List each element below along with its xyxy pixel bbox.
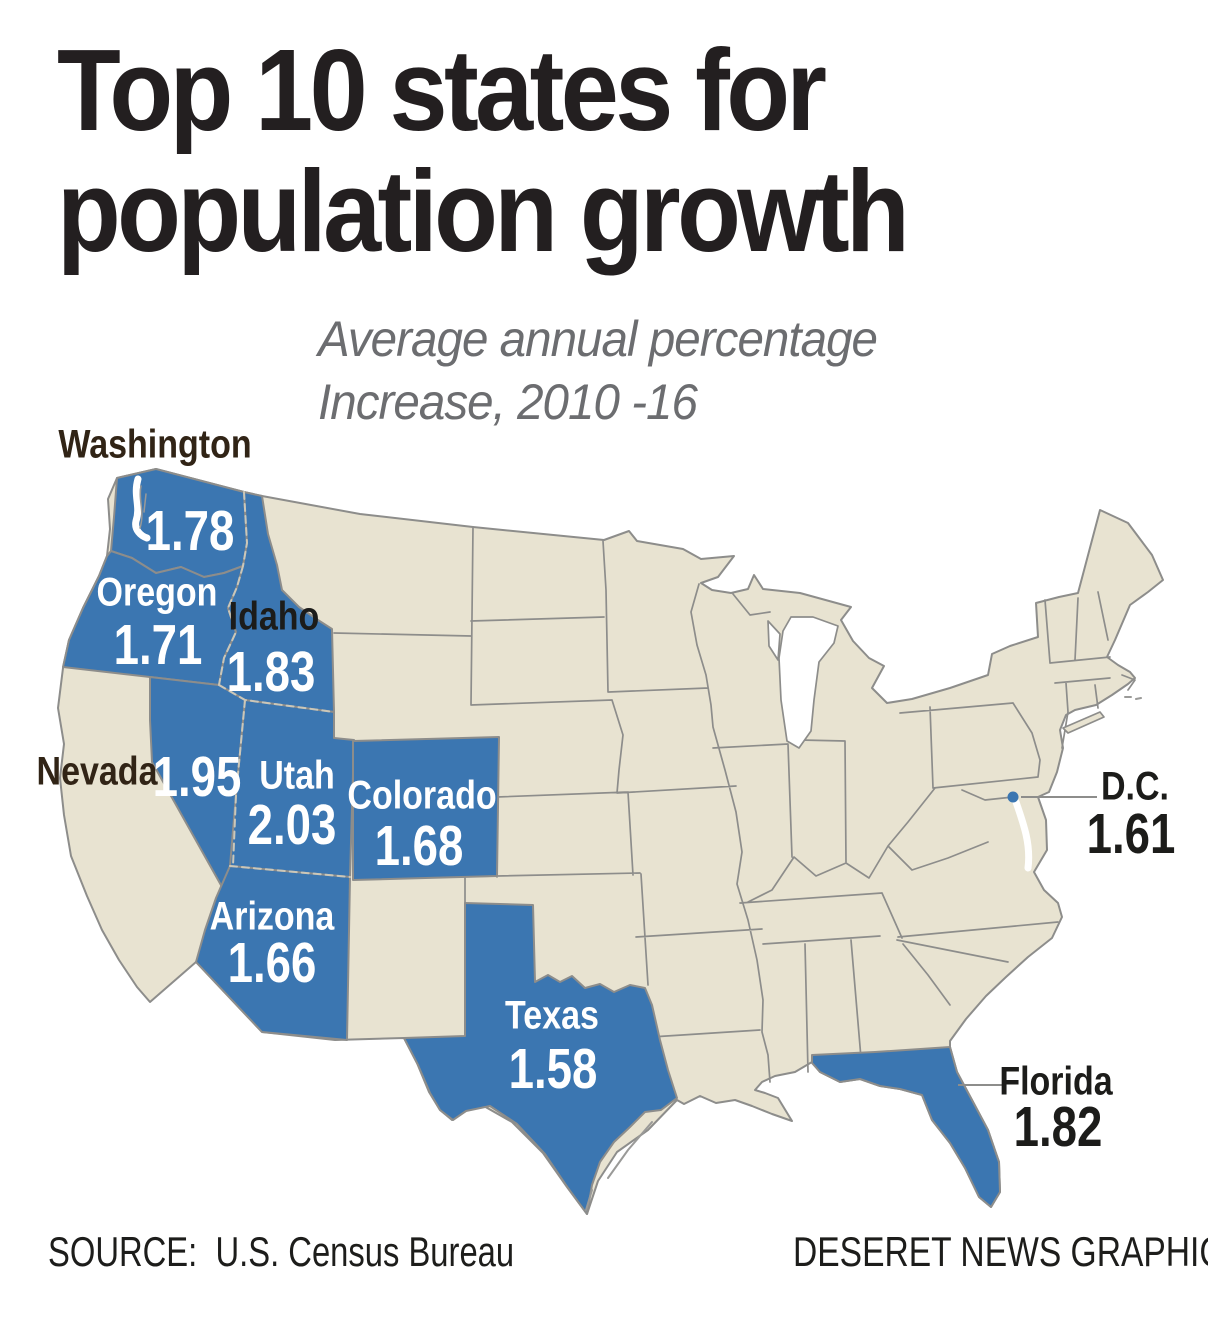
puget-sound-islands bbox=[139, 485, 147, 529]
state-shape-colorado bbox=[352, 736, 500, 881]
title-line-2: population growth bbox=[57, 146, 910, 276]
subtitle-line-2: Increase, 2010 -16 bbox=[318, 374, 698, 430]
barrier-islands bbox=[585, 696, 1142, 1211]
state-value-washington: 1.78 bbox=[145, 499, 235, 563]
state-label-washington: Washington bbox=[58, 422, 252, 467]
state-label-texas: Texas bbox=[505, 993, 599, 1038]
state-label-florida: Florida bbox=[999, 1059, 1113, 1104]
state-value-arizona: 1.66 bbox=[227, 931, 317, 995]
subtitle-line-1: Average annual percentage bbox=[318, 311, 878, 367]
state-label-dc: D.C. bbox=[1101, 764, 1169, 809]
state-label-oregon: Oregon bbox=[96, 570, 218, 615]
credit-line: DESERET NEWS GRAPHIC bbox=[793, 1228, 1208, 1275]
state-value-texas: 1.58 bbox=[508, 1037, 598, 1101]
source-label: SOURCE: bbox=[48, 1228, 198, 1275]
dashed-borders bbox=[218, 491, 351, 878]
state-shape-texas bbox=[403, 902, 678, 1215]
page-subtitle: Average annual percentage Increase, 2010… bbox=[318, 308, 878, 434]
highlighted-states bbox=[62, 468, 1001, 1215]
state-shape-florida bbox=[811, 1046, 1001, 1208]
state-value-dc: 1.61 bbox=[1086, 802, 1176, 866]
long-island bbox=[1062, 711, 1105, 734]
state-shape-arizona bbox=[195, 865, 351, 1041]
lake-michigan bbox=[767, 616, 839, 749]
state-label-utah: Utah bbox=[259, 753, 335, 798]
title-line-1: Top 10 states for bbox=[57, 25, 827, 155]
page-title: Top 10 states for population growth bbox=[57, 25, 910, 276]
state-label-colorado: Colorado bbox=[347, 773, 497, 818]
state-value-oregon: 1.71 bbox=[113, 613, 203, 677]
dc-marker-dot bbox=[1007, 791, 1019, 803]
state-value-idaho: 1.83 bbox=[226, 640, 316, 704]
puget-sound-water bbox=[132, 475, 1033, 872]
state-value-utah: 2.03 bbox=[247, 793, 337, 857]
state-label-idaho: Idaho bbox=[228, 594, 320, 639]
state-label-arizona: Arizona bbox=[209, 894, 335, 939]
state-label-nevada: Nevada bbox=[36, 749, 158, 794]
state-value-florida: 1.82 bbox=[1013, 1095, 1103, 1159]
state-value-nevada: 1.95 bbox=[152, 745, 242, 809]
source-value: U.S. Census Bureau bbox=[215, 1228, 515, 1275]
state-value-colorado: 1.68 bbox=[374, 814, 464, 878]
source-line: SOURCE: U.S. Census Bureau bbox=[48, 1228, 514, 1276]
